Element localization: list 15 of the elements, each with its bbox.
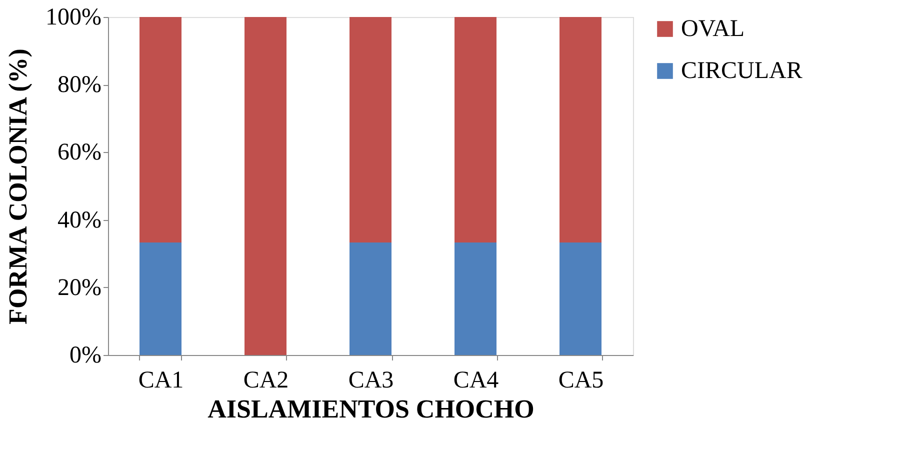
y-tick-label: 80% [58,72,102,98]
x-tick-label: CA5 [558,368,604,394]
x-tick-label: CA4 [453,368,499,394]
x-tick-label: CA1 [138,368,184,394]
x-axis-title: AISLAMIENTOS CHOCHO [208,394,534,424]
x-tick-label: CA2 [243,368,289,394]
legend-label: CIRCULAR [681,58,802,84]
x-tick-label: CA3 [348,368,394,394]
legend-label: OVAL [681,16,745,42]
y-tick-label: 40% [58,207,102,234]
y-tick-label: 0% [70,342,102,368]
y-tick-label: 60% [58,140,102,166]
y-tick-label: 100% [46,4,102,30]
y-axis-title: FORMA COLONIA (%) [4,48,33,324]
y-tick-label: 20% [58,274,102,301]
